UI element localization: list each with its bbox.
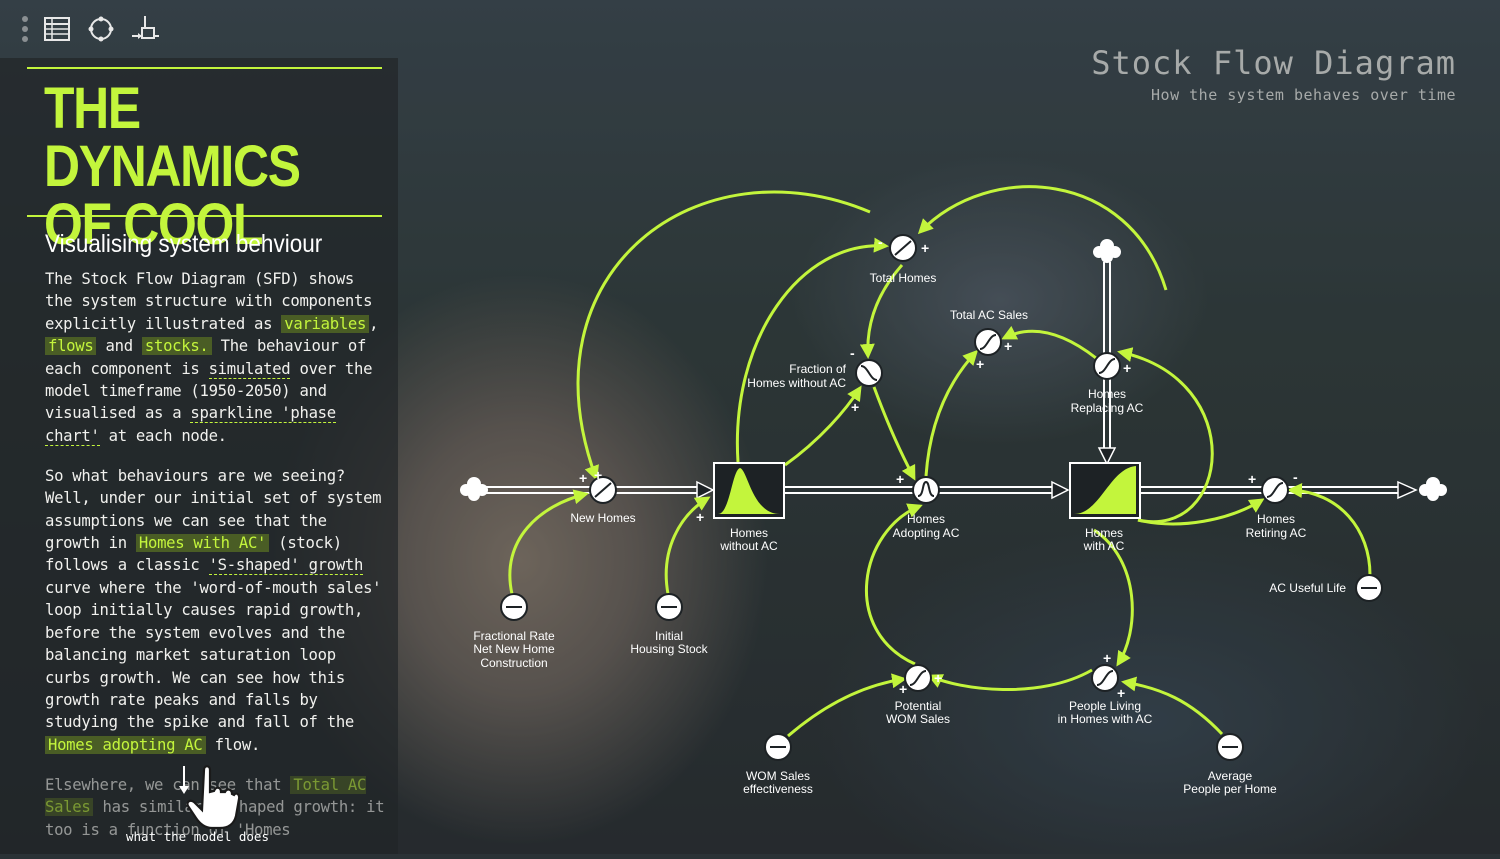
tooltip-term-simulated[interactable]: simulated bbox=[208, 359, 291, 379]
stock-homes-with-ac[interactable] bbox=[1069, 462, 1141, 519]
sign: - bbox=[850, 345, 855, 361]
title-rule-top bbox=[27, 67, 382, 69]
sign: + bbox=[1248, 471, 1256, 487]
label-wom-effectiveness-1: WOM Sales bbox=[746, 769, 810, 783]
sign: + bbox=[851, 399, 859, 415]
variable-initial-housing-stock[interactable] bbox=[655, 593, 683, 621]
sidebar-panel bbox=[0, 58, 398, 854]
stock-homes-without-ac[interactable] bbox=[713, 462, 785, 519]
tooltip-term-sparkline[interactable]: sparkline 'phase chart' bbox=[45, 404, 336, 446]
highlight-flows[interactable]: flows bbox=[45, 337, 97, 356]
label-homes-with-ac-1: Homes bbox=[1085, 526, 1123, 540]
variable-fractional-rate[interactable] bbox=[500, 593, 528, 621]
label-fraction-2: Homes without AC bbox=[747, 376, 846, 390]
label-homes-retiring-1: Homes bbox=[1257, 512, 1295, 526]
paragraph-behaviours: So what behaviours are we seeing? Well, … bbox=[45, 466, 382, 754]
diagram-subtitle: How the system behaves over time bbox=[1151, 86, 1456, 104]
cloud-source-top-icon bbox=[1093, 239, 1121, 263]
sign: + bbox=[896, 471, 904, 487]
sign: + bbox=[594, 467, 602, 483]
label-homes-adopting-1: Homes bbox=[907, 512, 945, 526]
label-wom-effectiveness-2: effectiveness bbox=[743, 782, 813, 796]
highlight-homes-adopting-ac[interactable]: Homes adopting AC bbox=[45, 735, 206, 754]
sign: + bbox=[1004, 338, 1012, 354]
causal-links bbox=[508, 185, 1372, 738]
paragraph-sfd-intro: The Stock Flow Diagram (SFD) shows the s… bbox=[45, 270, 379, 446]
label-homes-adopting-2: Adopting AC bbox=[893, 526, 960, 540]
sign: + bbox=[976, 356, 984, 372]
variable-ac-useful-life[interactable] bbox=[1355, 574, 1383, 602]
description-text: The Stock Flow Diagram (SFD) shows the s… bbox=[45, 268, 390, 859]
label-total-ac-sales: Total AC Sales bbox=[950, 308, 1028, 322]
flow-new-homes[interactable] bbox=[589, 476, 617, 504]
label-fraction-1: Fraction of bbox=[789, 362, 846, 376]
sign: + bbox=[1123, 360, 1131, 376]
label-homes-retiring-2: Retiring AC bbox=[1246, 526, 1307, 540]
highlight-homes-with-ac[interactable]: Homes with AC' bbox=[135, 534, 270, 553]
sign: - bbox=[878, 234, 883, 250]
cloud-sink-right-icon bbox=[1419, 477, 1447, 501]
label-initial-housing-2: Housing Stock bbox=[630, 642, 708, 656]
sign: + bbox=[899, 681, 907, 697]
sign: + bbox=[934, 670, 942, 686]
label-homes-replacing-2: Replacing AC bbox=[1071, 401, 1144, 415]
variable-people-living[interactable] bbox=[1091, 664, 1119, 692]
sign: + bbox=[1103, 650, 1111, 666]
label-fractional-rate-1: Fractional Rate bbox=[473, 629, 555, 643]
label-fractional-rate-2: Net New Home bbox=[473, 642, 555, 656]
label-homes-without-ac-2: without AC bbox=[719, 539, 778, 553]
node-labels: New Homes Homes without AC Homes Adoptin… bbox=[473, 271, 1346, 796]
cloud-source-left-icon bbox=[460, 477, 488, 501]
label-homes-with-ac-2: with AC bbox=[1083, 539, 1125, 553]
flow-icon[interactable] bbox=[130, 14, 160, 44]
drag-handle-icon[interactable] bbox=[22, 16, 28, 42]
flow-homes-adopting-ac[interactable] bbox=[912, 476, 940, 504]
label-people-living-2: in Homes with AC bbox=[1058, 712, 1153, 726]
variable-total-homes[interactable] bbox=[889, 234, 917, 262]
toolbar bbox=[22, 14, 160, 44]
sign: + bbox=[579, 470, 587, 486]
table-icon[interactable] bbox=[42, 14, 72, 44]
label-potential-wom-2: WOM Sales bbox=[886, 712, 950, 726]
label-fractional-rate-3: Construction bbox=[480, 656, 547, 670]
flow-homes-replacing-ac[interactable] bbox=[1093, 352, 1121, 380]
label-avg-people-2: People per Home bbox=[1183, 782, 1277, 796]
diagram-title: Stock Flow Diagram bbox=[1091, 44, 1456, 82]
label-total-homes: Total Homes bbox=[870, 271, 937, 285]
section-subtitle: Visualising system behviour bbox=[45, 230, 323, 258]
highlight-stocks[interactable]: stocks. bbox=[141, 337, 212, 356]
hand-cursor-icon bbox=[179, 765, 240, 830]
label-new-homes: New Homes bbox=[570, 511, 635, 525]
variable-potential-wom-sales[interactable] bbox=[904, 664, 932, 692]
label-initial-housing-1: Initial bbox=[655, 629, 683, 643]
sign: + bbox=[921, 240, 929, 256]
label-people-living-1: People Living bbox=[1069, 699, 1141, 713]
label-ac-useful-life: AC Useful Life bbox=[1269, 581, 1346, 595]
tooltip-term-s-shaped[interactable]: 'S-shaped' growth bbox=[208, 556, 364, 576]
title-rule-bottom bbox=[27, 215, 382, 217]
label-potential-wom-1: Potential bbox=[895, 699, 942, 713]
highlight-variables[interactable]: variables bbox=[281, 314, 370, 333]
cycle-icon[interactable] bbox=[86, 14, 116, 44]
sign: + bbox=[1117, 685, 1125, 701]
polarity-signs: + + + - + - + + + + + + - + + + + bbox=[579, 234, 1298, 701]
label-homes-replacing-1: Homes bbox=[1088, 387, 1126, 401]
variable-wom-sales-effectiveness[interactable] bbox=[764, 733, 792, 761]
sign: + bbox=[696, 509, 704, 525]
sign: - bbox=[1293, 469, 1298, 485]
label-homes-without-ac-1: Homes bbox=[730, 526, 768, 540]
label-avg-people-1: Average bbox=[1208, 769, 1253, 783]
variable-fraction-without-ac[interactable] bbox=[855, 359, 883, 387]
hover-tooltip: what the model does bbox=[126, 829, 269, 844]
page-title: THE DYNAMICS OF COOL bbox=[44, 76, 301, 257]
flow-pipes bbox=[485, 262, 1418, 500]
variable-average-people-per-home[interactable] bbox=[1216, 733, 1244, 761]
variable-total-ac-sales[interactable] bbox=[974, 328, 1002, 356]
flow-homes-retiring-ac[interactable] bbox=[1261, 476, 1289, 504]
